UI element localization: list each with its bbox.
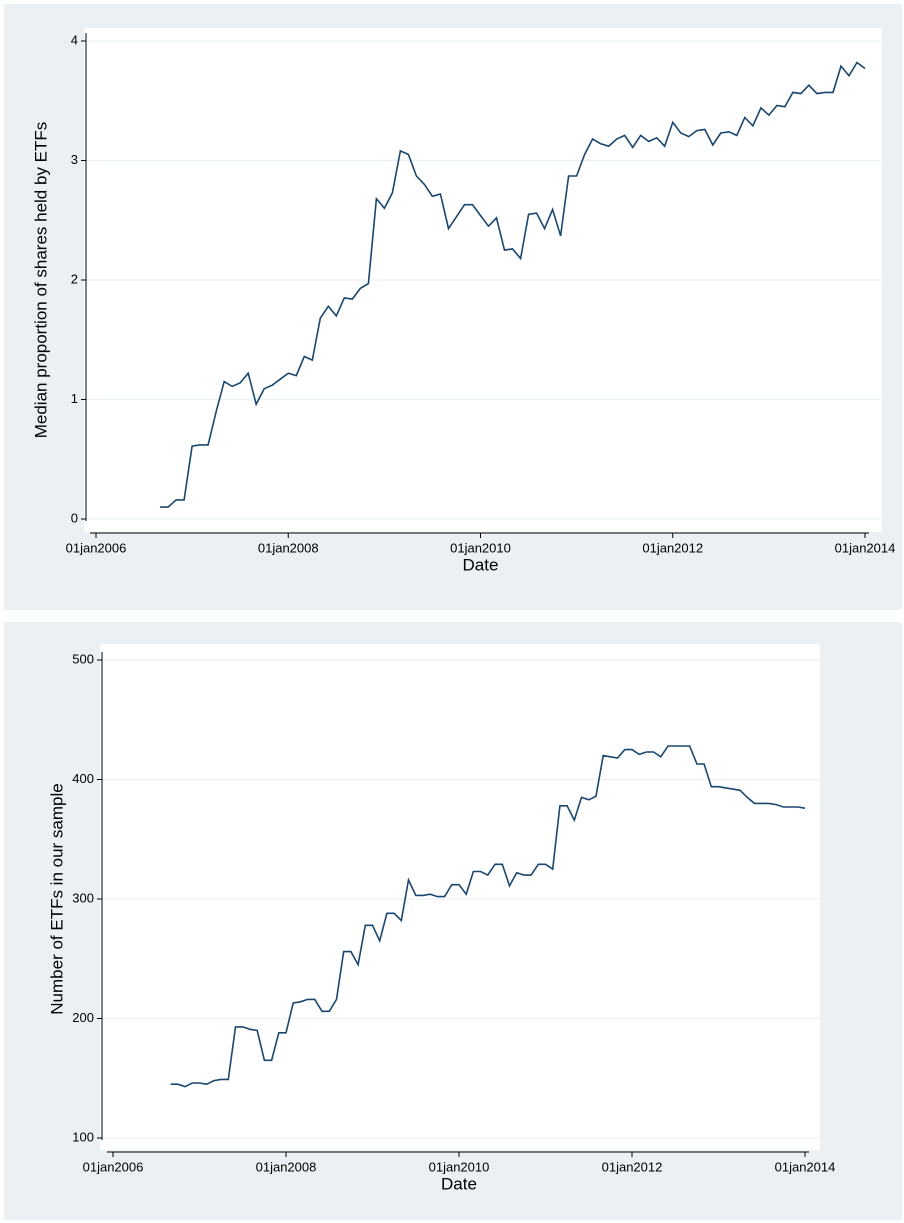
x-tick-label: 01jan2010 — [450, 540, 511, 555]
x-tick-label: 01jan2006 — [83, 1159, 144, 1174]
x-tick-label: 01jan2008 — [256, 1159, 317, 1174]
y-tick-label: 400 — [72, 771, 94, 786]
x-axis-title: Date — [463, 555, 499, 574]
data-line — [170, 745, 806, 1088]
y-tick-label: 3 — [71, 152, 78, 167]
plot-region — [100, 644, 820, 1150]
y-tick-label: 500 — [72, 651, 94, 666]
x-tick-label: 01jan2012 — [602, 1159, 663, 1174]
x-tick-label: 01jan2008 — [258, 540, 319, 555]
y-tick-label: 1 — [71, 391, 78, 406]
y-tick-label: 4 — [71, 32, 78, 47]
data-line — [160, 61, 866, 508]
y-axis-title: Median proportion of shares held by ETFs — [31, 122, 50, 439]
x-tick-label: 01jan2010 — [429, 1159, 490, 1174]
x-tick-label: 01jan2014 — [835, 540, 896, 555]
x-tick-label: 01jan2012 — [642, 540, 703, 555]
y-tick-label: 300 — [72, 890, 94, 905]
y-tick-label: 100 — [72, 1129, 94, 1144]
y-axis-title: Number of ETFs in our sample — [47, 783, 66, 1014]
y-tick-label: 0 — [71, 510, 78, 525]
x-tick-label: 01jan2006 — [66, 540, 127, 555]
y-tick-label: 200 — [72, 1010, 94, 1025]
y-tick-label: 2 — [71, 271, 78, 286]
x-tick-label: 01jan2014 — [775, 1159, 836, 1174]
x-axis-title: Date — [441, 1174, 477, 1193]
